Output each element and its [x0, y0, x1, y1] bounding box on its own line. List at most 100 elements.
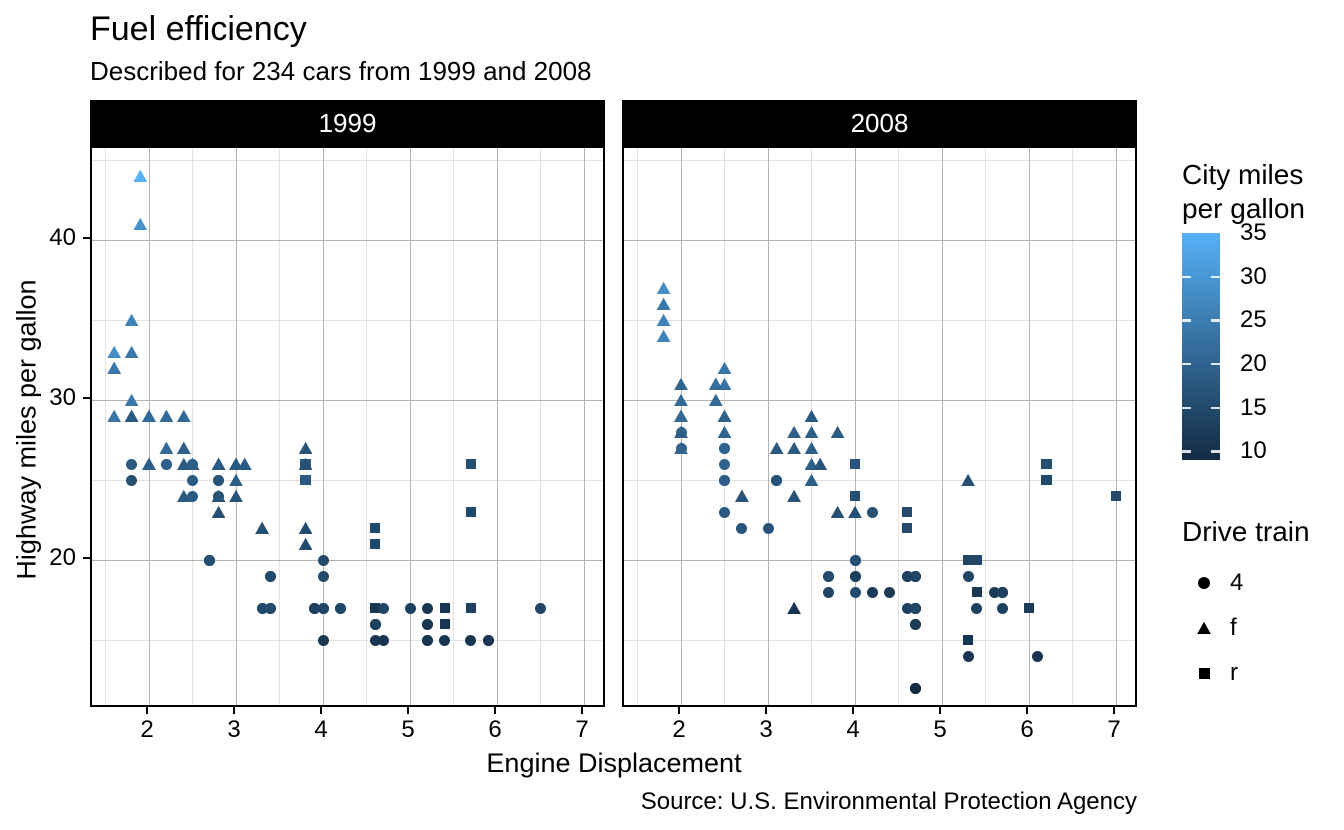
gridline-x-minor: [366, 148, 367, 705]
data-point: [317, 570, 329, 582]
x-axis-title: Engine Displacement: [486, 748, 742, 778]
colorbar-tick-label: 25: [1240, 306, 1267, 334]
data-point: [126, 474, 138, 486]
gridline-y-major: [92, 239, 603, 241]
data-point: [133, 217, 148, 231]
colorbar-tick-label: 20: [1240, 349, 1267, 377]
data-point: [719, 458, 730, 470]
data-point: [404, 602, 416, 614]
gridline-x-major: [1028, 148, 1030, 705]
x-tick-label: 2: [140, 716, 154, 743]
facet-strip-1999: 1999: [90, 100, 605, 146]
data-point: [107, 409, 122, 423]
data-point: [997, 602, 1009, 614]
gridline-x-minor: [453, 148, 454, 705]
x-tick-mark: [765, 707, 767, 714]
data-point: [849, 490, 861, 502]
x-tick-mark: [581, 707, 583, 714]
x-tick-mark: [320, 707, 322, 714]
gridline-x-major: [235, 148, 237, 705]
gridline-x-major: [322, 148, 324, 705]
data-point: [439, 618, 451, 630]
data-point: [298, 537, 313, 551]
data-point: [187, 490, 198, 502]
gridline-y-minor: [92, 319, 603, 321]
circle-icon: [1188, 577, 1220, 589]
source-caption: Source: U.S. Environmental Protection Ag…: [640, 788, 1137, 815]
colorbar-title-line1: City miles: [1182, 159, 1304, 190]
x-tick-label: 6: [1020, 716, 1034, 743]
data-point: [465, 634, 477, 646]
data-point: [265, 570, 277, 582]
gridline-x-major: [148, 148, 150, 705]
data-point: [142, 409, 156, 423]
data-point: [736, 522, 748, 534]
data-point: [421, 602, 433, 614]
gridline-y-minor: [624, 479, 1135, 481]
facet-panel-1999: [90, 146, 605, 707]
data-point: [421, 634, 433, 646]
data-point: [107, 345, 122, 359]
data-point: [997, 586, 1009, 598]
gridline-y-major: [92, 559, 603, 561]
data-point: [159, 409, 174, 423]
data-point: [717, 361, 732, 375]
data-point: [769, 441, 784, 455]
data-point: [211, 505, 226, 519]
colorbar-tick: [1182, 275, 1191, 279]
data-point: [465, 458, 477, 470]
y-axis-title: Highway miles per gallon: [11, 279, 42, 580]
data-point: [265, 602, 277, 614]
colorbar-tick: [1182, 406, 1191, 410]
data-point: [910, 570, 922, 582]
data-point: [334, 602, 346, 614]
data-point: [439, 602, 451, 614]
gridline-x-minor: [105, 148, 106, 705]
colorbar-tick: [1182, 450, 1191, 453]
data-point: [971, 602, 983, 614]
facet-panel-2008: [622, 146, 1137, 707]
data-point: [256, 602, 268, 614]
data-point: [317, 554, 329, 566]
gridline-y-minor: [624, 639, 1135, 641]
data-point: [962, 634, 974, 646]
data-point: [719, 474, 730, 486]
data-point: [866, 586, 878, 598]
colorbar-tick: [1211, 406, 1220, 410]
data-point: [160, 458, 172, 470]
shape-legend-item-f: f: [1188, 611, 1338, 645]
data-point: [849, 554, 861, 566]
x-tick-label: 6: [488, 716, 502, 743]
chart-subtitle: Described for 234 cars from 1999 and 200…: [90, 56, 592, 86]
gridline-y-major: [624, 239, 1135, 241]
data-point: [787, 441, 802, 455]
data-point: [298, 521, 313, 535]
data-point: [901, 602, 913, 614]
x-tick-mark: [939, 707, 941, 714]
data-point: [830, 505, 845, 519]
gridline-x-major: [583, 148, 585, 705]
data-point: [656, 281, 671, 295]
x-tick-label: 3: [759, 716, 773, 743]
x-tick-label: 7: [575, 716, 589, 743]
data-point: [369, 618, 381, 630]
data-point: [1023, 602, 1035, 614]
data-point: [124, 345, 139, 359]
shape-legend-label: r: [1230, 659, 1238, 686]
colorbar-tick: [1211, 362, 1220, 366]
data-point: [901, 506, 913, 518]
data-point: [300, 474, 311, 486]
data-point: [884, 586, 896, 598]
colorbar-tick-label: 35: [1240, 219, 1267, 246]
data-point: [133, 169, 148, 183]
data-point: [849, 586, 861, 598]
shape-legend-label: f: [1230, 614, 1237, 641]
data-point: [823, 586, 835, 598]
colorbar-tick-label: 30: [1240, 262, 1267, 290]
gridline-y-minor: [92, 479, 603, 481]
data-point: [1110, 490, 1122, 502]
data-point: [107, 361, 122, 375]
shape-legend-label: 4: [1230, 569, 1244, 596]
data-point: [1041, 458, 1052, 470]
